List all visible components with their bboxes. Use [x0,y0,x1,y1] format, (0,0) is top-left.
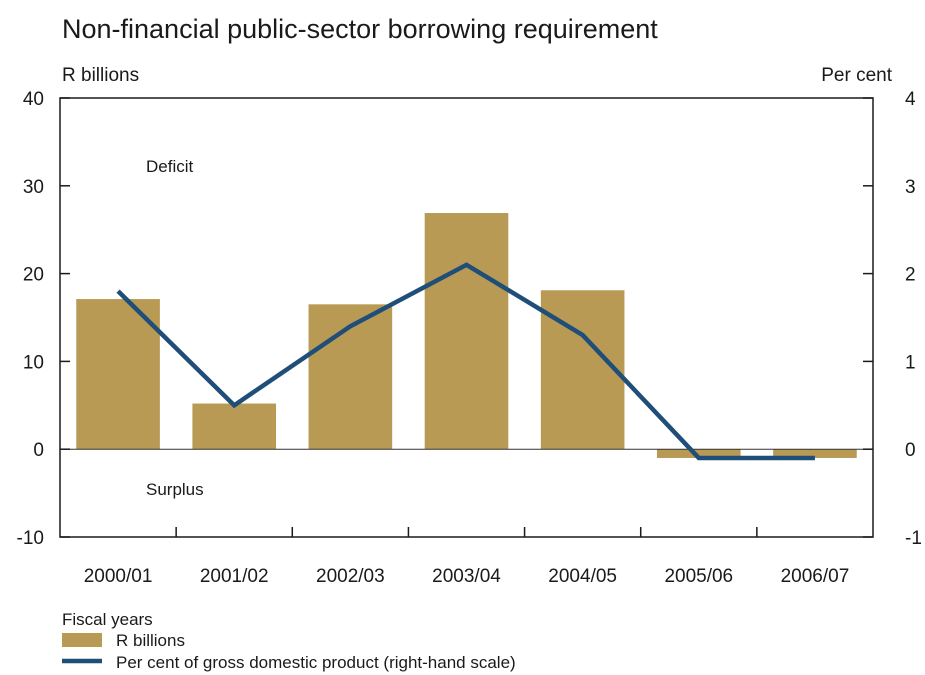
left-tick-label: 20 [23,265,44,286]
left-axis-unit: R billions [62,65,139,86]
bar-2006-07 [773,449,857,458]
legend-line-label: Per cent of gross domestic product (righ… [116,653,516,672]
right-tick-label: 3 [905,177,916,198]
right-axis-unit: Per cent [821,65,892,86]
right-tick-label: 1 [905,352,916,373]
chart-title: Non-financial public-sector borrowing re… [62,14,658,44]
left-tick-label: 40 [23,89,44,110]
surplus-annotation: Surplus [146,480,204,499]
bar-2000-01 [76,299,160,450]
x-tick-label: 2006/07 [781,566,850,587]
plot-frame [59,97,874,538]
x-tick-label: 2005/06 [664,566,733,587]
x-tick-label: 2001/02 [200,566,269,587]
bar-series [76,213,857,458]
x-tick-label: 2002/03 [316,566,385,587]
right-tick-label: 2 [905,265,916,286]
x-tick-label: 2004/05 [548,566,617,587]
right-axis: -1 0 1 2 3 4 [863,89,922,549]
legend-bar-label: R billions [116,631,185,650]
left-axis: -10 0 10 20 30 40 [17,89,70,549]
bar-2004-05 [540,290,625,450]
left-tick-label: 0 [33,440,44,461]
deficit-annotation: Deficit [146,157,194,176]
x-tick-label: 2000/01 [84,566,153,587]
line-series [116,262,816,461]
right-tick-label: 0 [905,440,916,461]
legend: Fiscal years R billions Per cent of gros… [62,610,516,672]
left-tick-label: 10 [23,352,44,373]
x-axis-title: Fiscal years [62,610,153,629]
bar-2003-04 [424,213,509,450]
x-tick-label: 2003/04 [432,566,501,587]
bar-2001-02 [192,403,277,450]
right-tick-label: 4 [905,89,916,110]
bar-2005-06 [656,449,741,458]
left-tick-label: 30 [23,177,44,198]
left-tick-label: -10 [17,528,44,549]
x-axis: 2000/01 2001/02 2002/03 2003/04 2004/05 2005/… [84,527,850,587]
right-tick-label: -1 [905,528,922,549]
legend-bar-swatch [62,633,102,647]
